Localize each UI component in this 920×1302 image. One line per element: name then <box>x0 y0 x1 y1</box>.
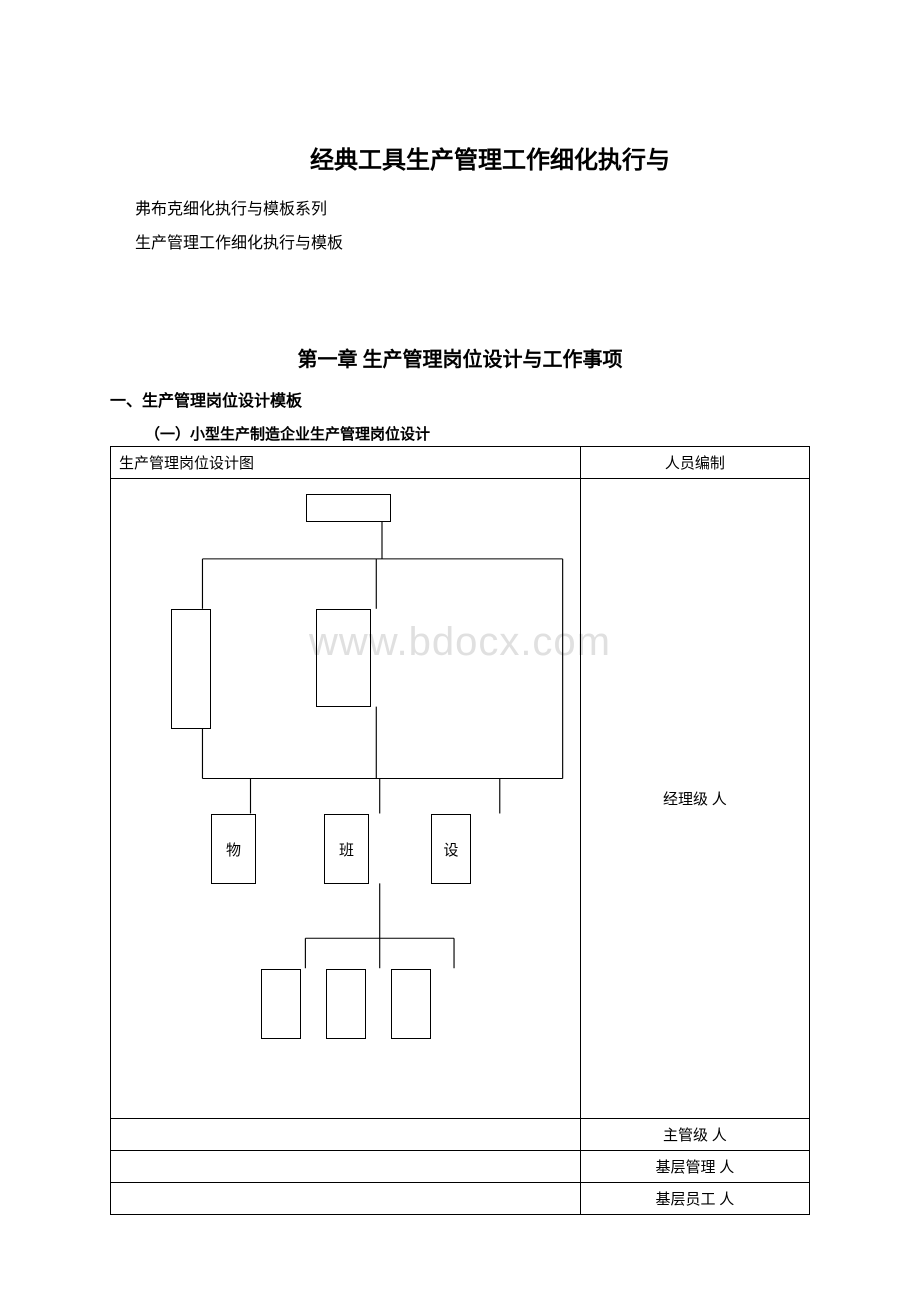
staff-row-left <box>111 1151 581 1183</box>
staff-row-2: 基层管理 人 <box>111 1151 810 1183</box>
staff-row-right: 基层员工 人 <box>580 1183 809 1215</box>
orgchart-cell: 物班设 <box>111 479 581 1119</box>
orgchart-node: 班 <box>324 814 369 884</box>
diagram-table: 生产管理岗位设计图 人员编制 物班设 经理级 人 主管级 人 基层管理 人 基层… <box>110 446 810 1215</box>
table-header-row: 生产管理岗位设计图 人员编制 <box>111 447 810 479</box>
staff-row-right: 主管级 人 <box>580 1119 809 1151</box>
orgchart-node <box>306 494 391 522</box>
chapter-title: 第一章 生产管理岗位设计与工作事项 <box>110 343 810 372</box>
intro-line-1: 弗布克细化执行与模板系列 <box>135 195 810 219</box>
staff-row-right: 基层管理 人 <box>580 1151 809 1183</box>
staff-row-left <box>111 1183 581 1215</box>
staff-row-left <box>111 1119 581 1151</box>
orgchart-node <box>261 969 301 1039</box>
subsection-heading: （一）小型生产制造企业生产管理岗位设计 <box>145 423 810 444</box>
main-title: 经典工具生产管理工作细化执行与 <box>170 140 810 175</box>
orgchart-node <box>326 969 366 1039</box>
orgchart-node <box>316 609 371 707</box>
staff-row-1: 主管级 人 <box>111 1119 810 1151</box>
intro-line-2: 生产管理工作细化执行与模板 <box>135 229 810 253</box>
staff-row-3: 基层员工 人 <box>111 1183 810 1215</box>
header-right: 人员编制 <box>580 447 809 479</box>
header-left: 生产管理岗位设计图 <box>111 447 581 479</box>
orgchart-node <box>171 609 211 729</box>
orgchart-node <box>391 969 431 1039</box>
staffing-main-cell: 经理级 人 <box>580 479 809 1119</box>
section-heading: 一、生产管理岗位设计模板 <box>110 387 810 411</box>
orgchart-node: 设 <box>431 814 471 884</box>
orgchart-node: 物 <box>211 814 256 884</box>
table-main-row: 物班设 经理级 人 <box>111 479 810 1119</box>
